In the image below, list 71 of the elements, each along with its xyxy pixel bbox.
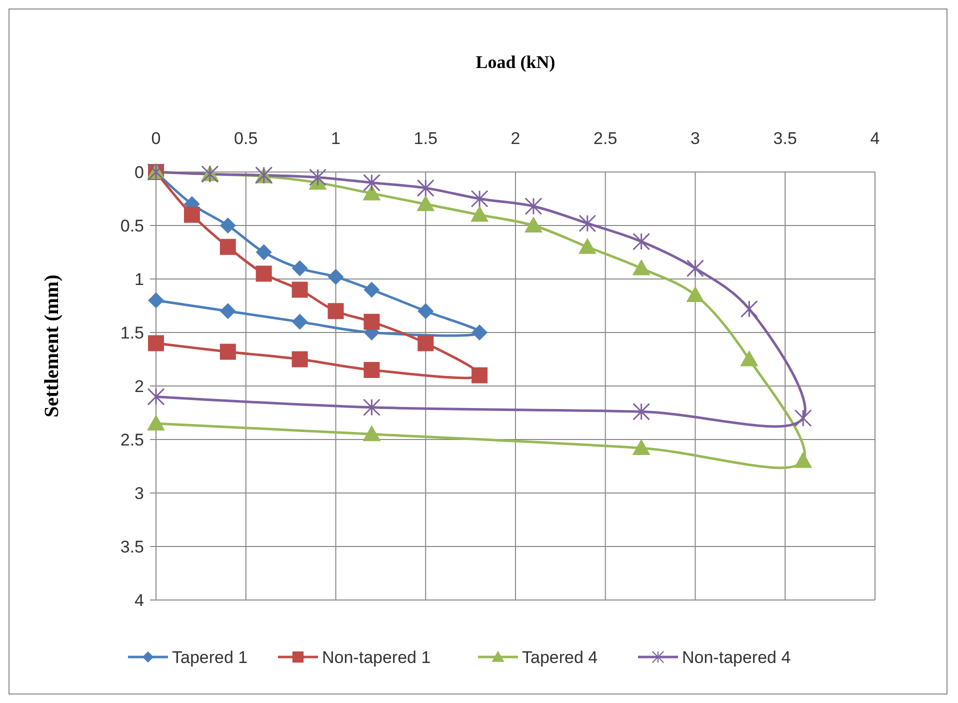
point (578, 214, 596, 232)
point (220, 238, 236, 255)
point (470, 190, 488, 208)
point (794, 409, 812, 427)
y-tick-label: 1.5 (120, 324, 144, 342)
point (364, 282, 380, 298)
y-tick-label: 0.5 (120, 216, 144, 236)
point (309, 168, 327, 186)
y-axis-title: Settlement (mm) (41, 274, 63, 418)
legend-label: Non-tapered 1 (322, 648, 431, 667)
y-tick-label: 2.5 (120, 430, 144, 450)
point (147, 414, 165, 430)
x-tick-label: 2 (510, 129, 520, 148)
point (256, 244, 272, 260)
point (632, 439, 650, 456)
legend-label: Tapered 4 (522, 648, 598, 667)
point (292, 314, 308, 330)
point (470, 206, 489, 222)
point (362, 184, 381, 200)
x-tick-label: 1 (331, 129, 340, 148)
point (524, 197, 542, 215)
point (364, 314, 380, 330)
point (686, 286, 704, 302)
y-tick-label: 2 (134, 377, 144, 396)
x-tick-label: 4 (870, 129, 880, 148)
point (362, 425, 381, 442)
point (632, 232, 650, 250)
point (184, 206, 200, 223)
legend-label: Tapered 1 (172, 648, 248, 667)
point (292, 282, 308, 298)
y-tick-label: 0 (134, 163, 144, 182)
point (794, 452, 812, 468)
point (472, 367, 488, 384)
point (416, 195, 435, 212)
point (364, 362, 380, 378)
point (472, 324, 488, 340)
point (362, 174, 380, 192)
point (632, 402, 650, 420)
point (256, 266, 272, 282)
point (148, 335, 164, 352)
legend-label: Non-tapered 4 (682, 648, 791, 667)
point (292, 351, 308, 368)
point (220, 303, 236, 320)
y-tick-label: 4 (134, 591, 144, 610)
x-tick-label: 0 (151, 129, 161, 148)
point (148, 292, 164, 308)
x-tick-label: 3 (690, 129, 700, 148)
point (524, 216, 542, 232)
y-tick-label: 1 (134, 270, 144, 289)
point (632, 259, 650, 276)
x-tick-label: 2.5 (594, 129, 618, 148)
point (328, 268, 344, 285)
y-tick-label: 3 (134, 484, 144, 503)
point (416, 179, 434, 197)
point (740, 300, 758, 318)
point (686, 260, 704, 278)
point (418, 303, 434, 320)
point (740, 350, 758, 366)
point (147, 388, 165, 406)
x-tick-label: 1.5 (414, 129, 438, 148)
point (418, 335, 434, 352)
x-axis-title: Load (kN) (476, 52, 556, 72)
point (578, 238, 596, 254)
point (220, 344, 236, 360)
point (362, 398, 380, 416)
x-tick-label: 3.5 (773, 129, 797, 148)
point (292, 260, 308, 276)
point (220, 218, 236, 234)
x-tick-label: 0.5 (234, 129, 258, 148)
y-tick-label: 3.5 (120, 538, 144, 556)
point (328, 303, 344, 320)
